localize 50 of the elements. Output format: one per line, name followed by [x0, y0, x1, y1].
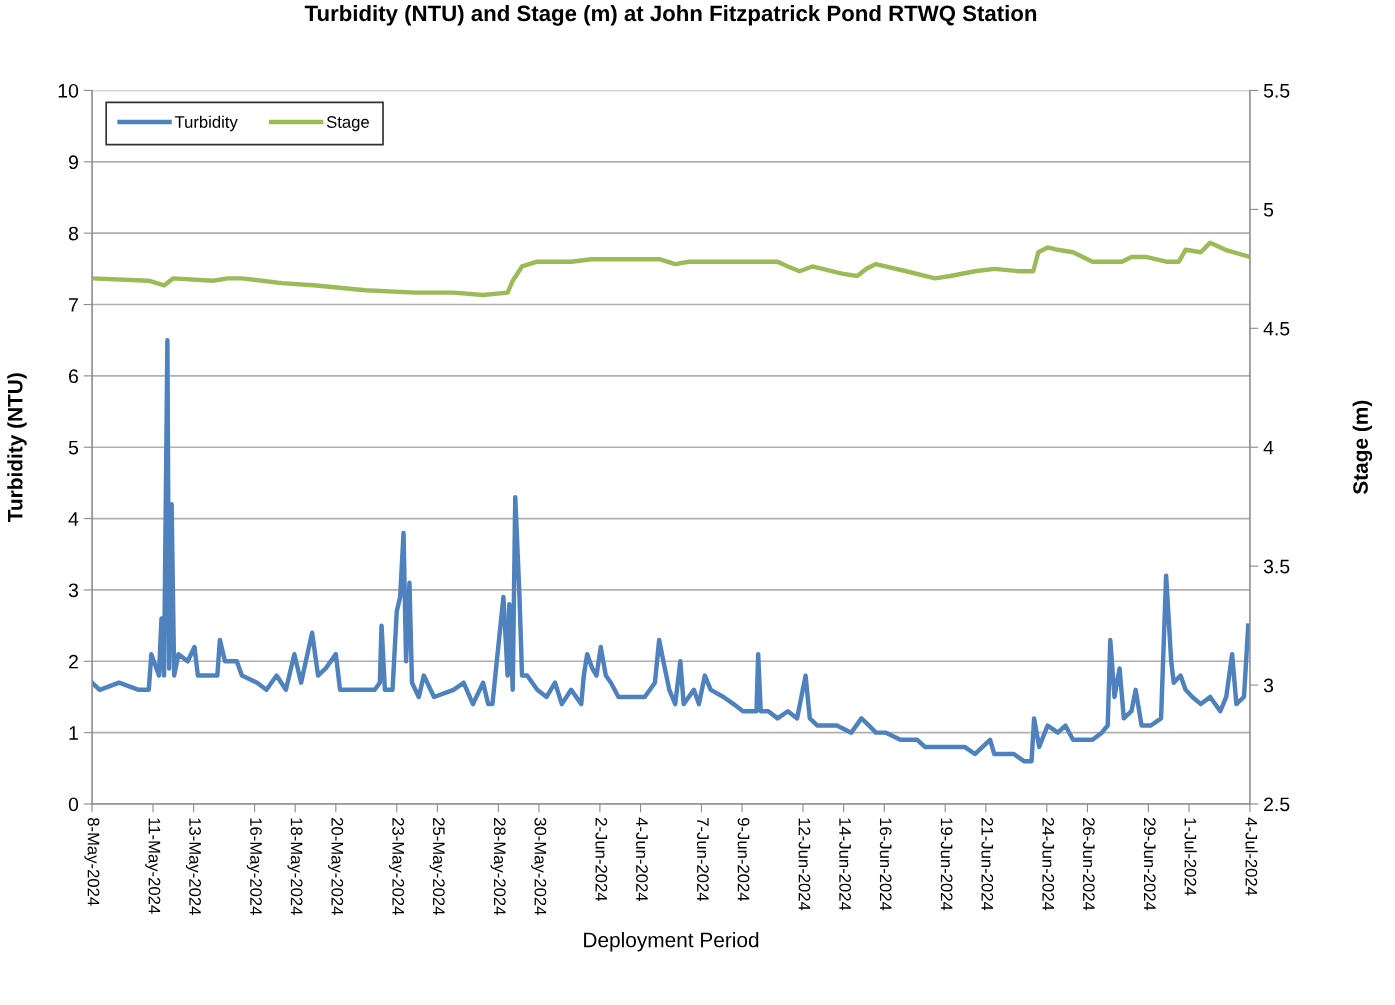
x-tick-label: 18-May-2024 [287, 818, 303, 915]
x-tick-label: 7-Jun-2024 [696, 818, 709, 902]
x-tick-label: 14-Jun-2024 [839, 818, 851, 911]
x-tick-label: 24-Jun-2024 [1042, 818, 1055, 911]
y-tick-label: 1 [69, 726, 78, 740]
y-axis-title: Turbidity (NTU) [7, 373, 27, 523]
x-tick-label: 21-Jun-2024 [981, 818, 994, 911]
y-tick-label: 10 [58, 83, 79, 98]
x-axis-title: Deployment Period [584, 932, 759, 952]
x-tick-label: 26-Jun-2024 [1082, 818, 1095, 911]
x-tick-label: 23-May-2024 [389, 818, 405, 915]
x-tick-label: 16-May-2024 [246, 818, 262, 915]
y2-tick-label: 3 [1263, 678, 1274, 693]
line-series [92, 337, 1250, 764]
y2-axis-title: Stage (m) [1352, 400, 1373, 495]
y2-tick-label: 4.5 [1263, 321, 1290, 336]
x-tick-label: 4-Jun-2024 [636, 817, 648, 902]
y2-tick-label: 5.5 [1263, 84, 1290, 98]
y-tick-label: 9 [68, 155, 78, 170]
y2-tick-label: 4 [1263, 440, 1274, 455]
y-tick-label: 5 [68, 440, 79, 455]
x-tick-label: 19-Jun-2024 [940, 818, 953, 911]
y2-tick-label: 5 [1263, 203, 1274, 217]
y-tick-label: 0 [68, 797, 79, 812]
x-tick-label: 8-May-2024 [84, 817, 100, 906]
x-tick-label: 25-May-2024 [429, 818, 445, 915]
y-tick-label: 6 [69, 369, 79, 384]
y-tick-label: 4 [68, 512, 79, 526]
y2-tick-label: 3.5 [1263, 559, 1290, 574]
x-tick-label: 13-May-2024 [185, 818, 201, 915]
x-tick-label: 2-Jun-2024 [595, 818, 608, 902]
y-tick-label: 7 [69, 298, 78, 312]
x-tick-label: 29-Jun-2024 [1143, 818, 1156, 911]
y-tick-label: 2 [69, 654, 78, 669]
x-tick-label: 16-Jun-2024 [879, 818, 892, 911]
y2-tick-label: 2.5 [1264, 797, 1290, 812]
x-tick-label: 4-Jul-2024 [1245, 817, 1258, 896]
y-tick-label: 8 [68, 226, 79, 241]
x-tick-label: 20-May-2024 [328, 818, 344, 915]
legend-label: Turbidity [174, 115, 238, 132]
chart-title: Turbidity (NTU) and Stage (m) at John Fitzpatrick Pond RTWQ Station [304, 4, 1037, 26]
x-tick-label: 12-Jun-2024 [798, 818, 811, 911]
legend-label: Stage [326, 116, 369, 132]
y-tick-label: 3 [68, 583, 79, 598]
x-tick-label: 9-Jun-2024 [737, 817, 750, 902]
x-tick-label: 28-May-2024 [490, 818, 506, 915]
x-tick-label: 11-May-2024 [145, 818, 161, 914]
x-tick-label: 1-Jul-2024 [1184, 818, 1197, 896]
line-series [92, 240, 1250, 298]
x-tick-label: 30-May-2024 [531, 817, 547, 915]
